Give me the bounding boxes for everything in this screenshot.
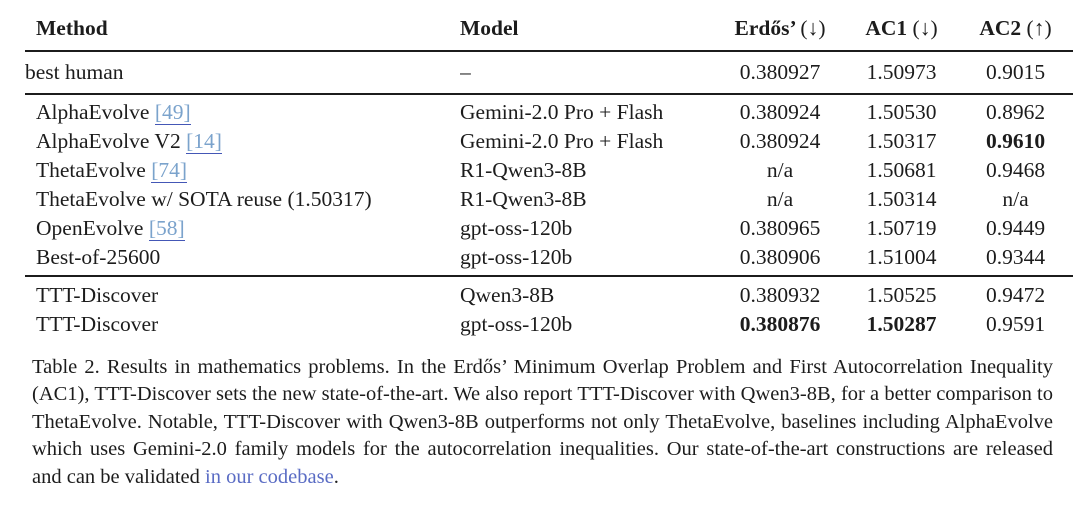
model-cell: gpt-oss-120b <box>460 312 573 336</box>
erdos-cell: 0.380965 <box>739 216 821 240</box>
method-cell: AlphaEvolve [49] <box>25 94 460 127</box>
method-cell: OpenEvolve [58] <box>25 214 460 243</box>
table-row: ThetaEvolve w/ SOTA reuse (1.50317) R1-Q… <box>25 185 1073 214</box>
erdos-cell: 0.380924 <box>739 129 821 153</box>
method-label: AlphaEvolve V2 <box>36 129 181 153</box>
citation-link[interactable]: [14] <box>186 129 222 154</box>
method-cell: ThetaEvolve w/ SOTA reuse (1.50317) <box>25 185 460 214</box>
col-header-method: Method <box>25 10 460 52</box>
method-cell: best human <box>25 51 460 95</box>
ac1-cell: 1.50525 <box>866 283 937 307</box>
table-row: ThetaEvolve [74] R1-Qwen3-8B n/a 1.50681… <box>25 156 1073 185</box>
method-label: ThetaEvolve <box>36 158 146 182</box>
group-baselines: AlphaEvolve [49] Gemini-2.0 Pro + Flash … <box>25 94 1073 277</box>
method-label: OpenEvolve <box>36 216 144 240</box>
ac2-cell: n/a <box>1002 187 1029 211</box>
erdos-cell: n/a <box>766 158 794 182</box>
group-best-human: best human – 0.380927 1.50973 0.9015 <box>25 51 1073 95</box>
ac2-cell: 0.9344 <box>958 242 1073 277</box>
method-label: Best-of-25600 <box>36 245 161 269</box>
model-cell: – <box>460 51 715 95</box>
down-arrow-icon: (↓) <box>912 16 938 40</box>
erdos-cell: 0.380906 <box>715 242 845 277</box>
caption-label: Table 2. <box>32 355 100 378</box>
ac1-cell: 1.50314 <box>866 187 937 211</box>
model-cell: gpt-oss-120b <box>460 216 573 240</box>
up-arrow-icon: (↑) <box>1026 16 1052 40</box>
table-row: TTT-Discover Qwen3-8B 0.380932 1.50525 0… <box>25 276 1073 310</box>
erdos-cell: 0.380876 <box>739 312 821 336</box>
ac2-cell: 0.9472 <box>985 283 1046 307</box>
ac2-cell: 0.8962 <box>985 100 1046 124</box>
erdos-cell: 0.380932 <box>739 283 821 307</box>
results-table: Method Model Erdős’ (↓) AC1 (↓) AC2 (↑) … <box>25 10 1073 339</box>
erdos-cell: 0.380924 <box>739 100 821 124</box>
method-cell: TTT-Discover <box>25 276 460 310</box>
ac1-cell: 1.50681 <box>866 158 937 182</box>
ac1-cell: 1.50530 <box>866 100 937 124</box>
col-header-ac2: AC2 (↑) <box>958 10 1073 52</box>
model-cell: Gemini-2.0 Pro + Flash <box>460 129 664 153</box>
table-row: OpenEvolve [58] gpt-oss-120b 0.380965 1.… <box>25 214 1073 243</box>
ac2-cell: 0.9610 <box>985 129 1046 153</box>
table-row: best human – 0.380927 1.50973 0.9015 <box>25 51 1073 95</box>
col-header-model: Model <box>460 10 715 52</box>
col-header-ac1-label: AC1 <box>865 16 908 40</box>
caption-period: . <box>333 465 339 488</box>
method-label: AlphaEvolve <box>36 100 150 124</box>
table-caption: Table 2. Results in mathematics problems… <box>32 354 1053 492</box>
ac1-cell: 1.50719 <box>866 216 937 240</box>
citation-link[interactable]: [58] <box>148 216 185 241</box>
table-row: TTT-Discover gpt-oss-120b 0.380876 1.502… <box>25 310 1073 339</box>
caption-body: Results in mathematics problems. In the … <box>32 355 1053 488</box>
ac1-cell: 1.50973 <box>845 51 958 95</box>
model-cell: R1-Qwen3-8B <box>460 187 587 211</box>
method-label: ThetaEvolve w/ SOTA reuse (1.50317) <box>36 187 372 211</box>
down-arrow-icon: (↓) <box>800 16 826 40</box>
erdos-cell: n/a <box>766 187 794 211</box>
col-header-ac1: AC1 (↓) <box>845 10 958 52</box>
method-cell: AlphaEvolve V2 [14] <box>25 127 460 156</box>
erdos-cell: 0.380927 <box>715 51 845 95</box>
ac2-cell: 0.9468 <box>985 158 1046 182</box>
group-ttt-discover: TTT-Discover Qwen3-8B 0.380932 1.50525 0… <box>25 276 1073 339</box>
ac2-cell: 0.9449 <box>985 216 1046 240</box>
col-header-erdos: Erdős’ (↓) <box>715 10 845 52</box>
table-row: Best-of-25600 gpt-oss-120b 0.380906 1.51… <box>25 242 1073 277</box>
col-header-ac2-label: AC2 <box>979 16 1022 40</box>
ac1-cell: 1.50317 <box>866 129 937 153</box>
codebase-link[interactable]: in our codebase <box>205 465 334 488</box>
model-cell: R1-Qwen3-8B <box>460 158 587 182</box>
model-cell: Gemini-2.0 Pro + Flash <box>460 100 664 124</box>
col-header-erdos-label: Erdős’ <box>734 16 796 40</box>
table-row: AlphaEvolve V2 [14] Gemini-2.0 Pro + Fla… <box>25 127 1073 156</box>
citation-link[interactable]: [49] <box>154 100 191 125</box>
method-cell: Best-of-25600 <box>25 242 460 277</box>
method-label: TTT-Discover <box>36 283 159 307</box>
method-label: TTT-Discover <box>36 312 159 336</box>
method-label: best human <box>25 60 124 84</box>
model-cell: Qwen3-8B <box>460 283 555 307</box>
method-cell: ThetaEvolve [74] <box>25 156 460 185</box>
ac1-cell: 1.51004 <box>845 242 958 277</box>
ac2-cell: 0.9591 <box>985 312 1046 336</box>
method-cell: TTT-Discover <box>25 310 460 339</box>
header-row: Method Model Erdős’ (↓) AC1 (↓) AC2 (↑) <box>25 10 1073 52</box>
table-row: AlphaEvolve [49] Gemini-2.0 Pro + Flash … <box>25 94 1073 127</box>
model-cell: gpt-oss-120b <box>460 242 715 277</box>
ac1-cell: 1.50287 <box>866 312 937 336</box>
ac2-cell: 0.9015 <box>958 51 1073 95</box>
citation-link[interactable]: [74] <box>151 158 188 183</box>
